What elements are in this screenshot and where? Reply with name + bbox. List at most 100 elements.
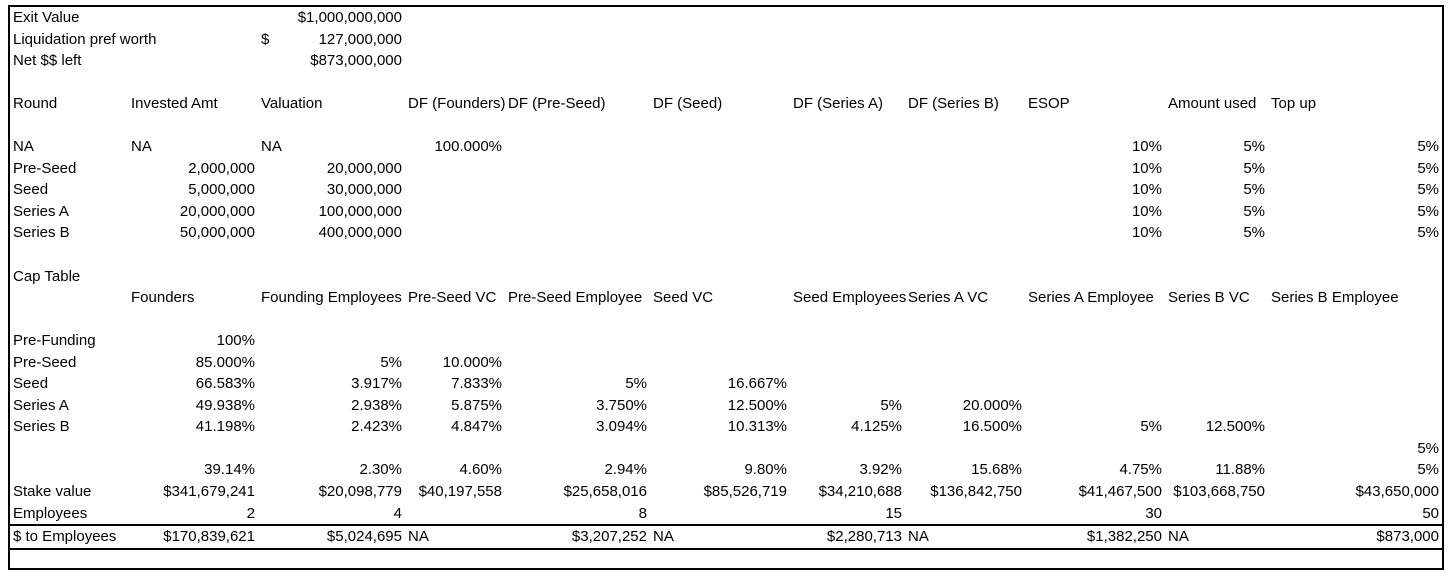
cell xyxy=(905,179,1025,201)
column-header: Pre-Seed VC xyxy=(408,289,497,307)
cell: 8 xyxy=(638,504,647,522)
cell: 5% xyxy=(1243,224,1265,242)
cell: 20.000% xyxy=(962,396,1022,414)
cell xyxy=(905,503,1025,526)
cell xyxy=(790,330,905,352)
cell: NA xyxy=(131,138,152,156)
cell: $85,526,719 xyxy=(703,483,787,501)
cell: $2,280,713 xyxy=(790,524,905,550)
cell: 49.938% xyxy=(195,396,255,414)
cell xyxy=(650,7,790,29)
cell xyxy=(1025,29,1165,51)
cell xyxy=(1025,352,1165,374)
cell: Series A xyxy=(13,396,69,414)
round-row-series-a: Series A 20,000,000 100,000,000 10% 5% 5% xyxy=(10,201,1442,223)
cell xyxy=(1165,50,1268,72)
spacer-cell xyxy=(10,549,1442,568)
cell xyxy=(405,503,505,526)
cell: 5,000,000 xyxy=(188,181,255,199)
cell: 3.917% xyxy=(351,375,402,393)
cell: $3,207,252 xyxy=(505,524,650,550)
cell xyxy=(405,50,505,72)
amount-value: $873,000,000 xyxy=(310,52,402,70)
cell: 7.833% xyxy=(451,375,502,393)
cell: NA xyxy=(1165,524,1268,550)
cell xyxy=(905,266,1025,288)
cell xyxy=(405,222,505,244)
column-header: Top up xyxy=(1271,95,1317,113)
cell xyxy=(650,201,790,223)
cell: 50 xyxy=(1422,504,1439,522)
cell: 2.30% xyxy=(359,461,402,479)
cell: 100% xyxy=(216,332,255,350)
cell: NA xyxy=(905,524,1025,550)
cell: 4.125% xyxy=(851,418,902,436)
cell: 3.92% xyxy=(859,461,902,479)
column-header: Series B Employee xyxy=(1271,289,1399,307)
cell xyxy=(650,503,790,526)
cell: $34,210,688 xyxy=(818,483,902,501)
cell: 4.847% xyxy=(451,418,502,436)
cell: 10% xyxy=(1131,202,1162,220)
cell: 20,000,000 xyxy=(326,159,402,177)
cell xyxy=(1165,7,1268,29)
cell: Series B xyxy=(13,418,70,436)
cell: $5,024,695 xyxy=(258,524,405,550)
cell xyxy=(905,222,1025,244)
column-header: DF (Series A) xyxy=(793,95,884,113)
cell: 5% xyxy=(1243,159,1265,177)
cell: 5% xyxy=(1243,138,1265,156)
cell xyxy=(258,438,405,460)
column-header: Pre-Seed Employee xyxy=(508,289,643,307)
cell xyxy=(505,222,650,244)
cell xyxy=(128,438,258,460)
cell: 3.750% xyxy=(596,396,647,414)
cell xyxy=(405,201,505,223)
cell: 2.94% xyxy=(604,461,647,479)
column-header: Valuation xyxy=(261,95,323,113)
sheet-grid: Exit Value $1,000,000,000 Liquidation pref… xyxy=(10,7,1442,568)
cell xyxy=(790,201,905,223)
cap-table-title: Cap Table xyxy=(13,267,81,285)
cell: 2.423% xyxy=(351,418,402,436)
cell xyxy=(790,352,905,374)
cell xyxy=(650,352,790,374)
liquidation-pref-worth-label: Liquidation pref worth xyxy=(13,30,157,48)
cell: 10% xyxy=(1131,181,1162,199)
cap-row-series-b: Series B 41.198% 2.423% 4.847% 3.094% 10.313%… xyxy=(10,416,1442,438)
cell xyxy=(1268,416,1442,438)
cell xyxy=(405,7,505,29)
cell: $43,650,000 xyxy=(1355,483,1439,501)
column-header: Amount used xyxy=(1168,95,1257,113)
cell xyxy=(1268,373,1442,395)
cell: 5% xyxy=(1417,138,1439,156)
cap-row-pre-seed: Pre-Seed 85.000% 5% 10.000% xyxy=(10,352,1442,374)
cell xyxy=(505,158,650,180)
cell xyxy=(790,158,905,180)
spreadsheet-sheet: Exit Value $1,000,000,000 Liquidation pref… xyxy=(8,5,1444,570)
cell: 10.000% xyxy=(442,353,502,371)
cell: 5% xyxy=(1140,418,1162,436)
cell xyxy=(905,29,1025,51)
cell xyxy=(905,158,1025,180)
cap-row-pre-funding: Pre-Funding 100% xyxy=(10,330,1442,352)
cell xyxy=(905,330,1025,352)
column-header: Series B VC xyxy=(1168,289,1250,307)
cell xyxy=(505,7,650,29)
cell: NA xyxy=(405,524,505,550)
cell xyxy=(1165,438,1268,460)
spacer-cell xyxy=(10,115,1442,137)
cell xyxy=(650,266,790,288)
cell: Series A xyxy=(13,202,69,220)
cell xyxy=(258,330,405,352)
cell xyxy=(905,438,1025,460)
cell: $25,658,016 xyxy=(563,483,647,501)
cell: 5% xyxy=(1243,202,1265,220)
cell xyxy=(405,179,505,201)
cell xyxy=(1268,50,1442,72)
cell: 66.583% xyxy=(195,375,255,393)
cell xyxy=(650,136,790,158)
cell xyxy=(1165,395,1268,417)
cell xyxy=(10,438,128,460)
cell: NA xyxy=(261,138,282,156)
